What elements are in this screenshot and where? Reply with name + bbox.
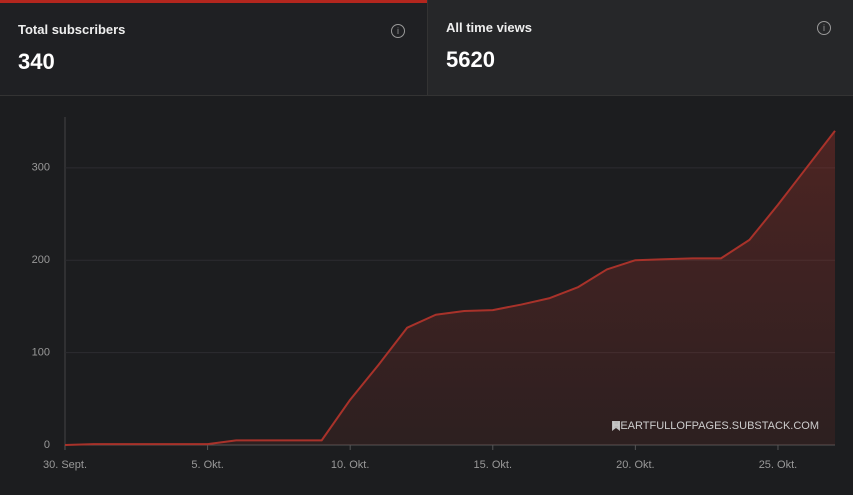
card-title: Total subscribers xyxy=(18,22,126,37)
x-tick-label: 20. Okt. xyxy=(616,459,655,471)
x-tick-label: 30. Sept. xyxy=(43,459,87,471)
bookmark-icon xyxy=(612,421,620,431)
area-fill xyxy=(65,130,835,445)
y-tick-label: 200 xyxy=(32,254,50,266)
info-icon[interactable]: i xyxy=(391,24,405,38)
watermark: HEARTFULLOFPAGES.SUBSTACK.COM xyxy=(612,420,819,432)
stat-card[interactable]: Total subscribers 340 i xyxy=(0,0,427,95)
card-value: 340 xyxy=(18,49,55,74)
card-title: All time views xyxy=(446,20,532,35)
x-tick-label: 10. Okt. xyxy=(331,459,370,471)
card-value: 5620 xyxy=(446,47,495,72)
y-tick-label: 0 xyxy=(44,439,50,451)
y-tick-label: 300 xyxy=(32,162,50,174)
x-tick-label: 15. Okt. xyxy=(474,459,513,471)
stat-card[interactable]: All time views 5620 i xyxy=(427,0,853,95)
line xyxy=(64,130,836,446)
stat-cards: Total subscribers 340 i All time views 5… xyxy=(0,0,853,96)
y-tick-label: 100 xyxy=(32,347,50,359)
x-tick-label: 5. Okt. xyxy=(191,459,223,471)
x-tick-label: 25. Okt. xyxy=(759,459,798,471)
info-icon[interactable]: i xyxy=(817,21,831,35)
